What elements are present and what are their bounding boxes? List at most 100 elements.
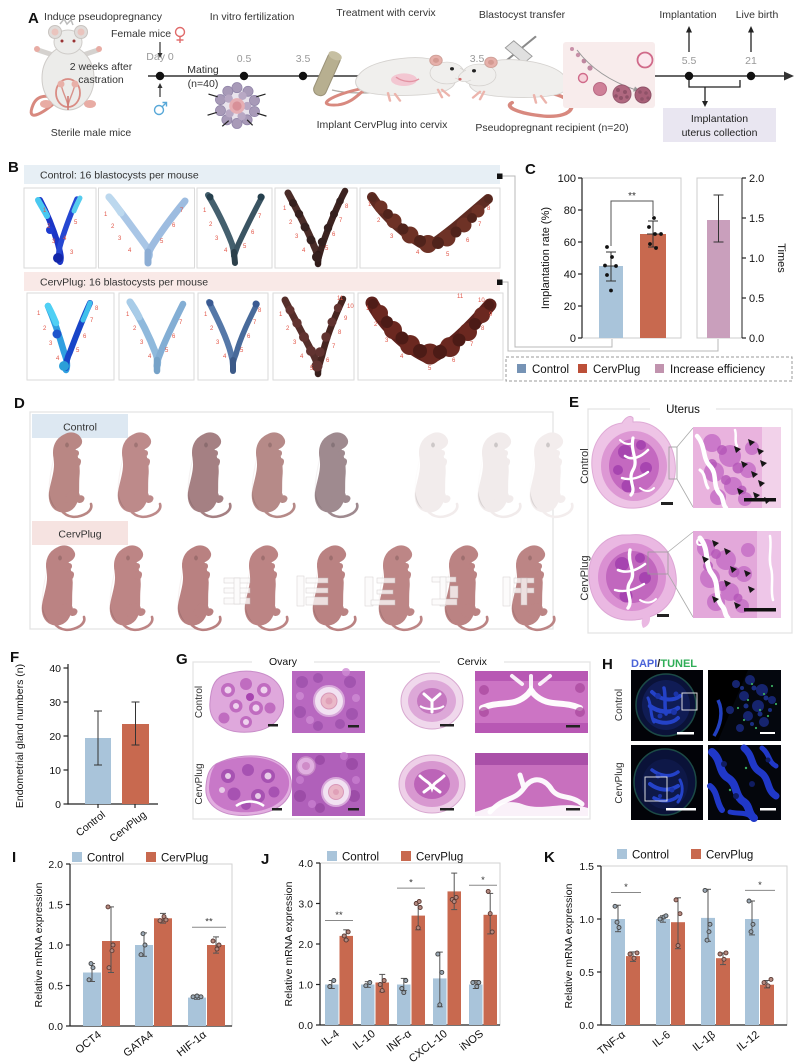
svg-text:A: A (28, 10, 39, 27)
svg-text:1: 1 (279, 312, 283, 318)
svg-text:4: 4 (224, 248, 228, 254)
svg-text:E: E (569, 394, 579, 411)
svg-text:uterus collection: uterus collection (682, 127, 758, 139)
svg-text:4.0: 4.0 (298, 858, 313, 870)
svg-text:8: 8 (95, 306, 99, 312)
svg-text:Control: Control (632, 850, 669, 862)
svg-text:1: 1 (368, 202, 372, 208)
svg-text:3: 3 (70, 250, 74, 256)
svg-text:2: 2 (133, 326, 137, 332)
svg-text:80: 80 (564, 205, 576, 217)
svg-text:CervPlug: CervPlug (58, 529, 101, 541)
svg-text:2 weeks after: 2 weeks after (70, 61, 133, 73)
svg-text:1: 1 (283, 206, 287, 212)
svg-text:0.5: 0.5 (579, 967, 594, 979)
svg-text:1: 1 (203, 208, 207, 214)
svg-text:Implant CervPlug into cervix: Implant CervPlug into cervix (317, 119, 448, 131)
svg-text:6: 6 (251, 230, 255, 236)
svg-text:CervPlug: CervPlug (614, 762, 625, 803)
svg-text:5: 5 (446, 252, 450, 258)
svg-text:Relative mRNA expression: Relative mRNA expression (563, 883, 575, 1008)
svg-text:2.0: 2.0 (749, 173, 764, 185)
svg-text:6: 6 (452, 358, 456, 364)
svg-text:0.0: 0.0 (48, 1021, 63, 1033)
svg-text:4: 4 (148, 354, 152, 360)
svg-text:5: 5 (74, 220, 78, 226)
svg-text:Control: Control (614, 689, 625, 721)
svg-text:castration: castration (78, 74, 124, 86)
svg-text:2: 2 (374, 322, 378, 328)
svg-text:Treatment with cervix: Treatment with cervix (336, 7, 436, 19)
svg-text:**: ** (335, 910, 343, 921)
svg-text:Times: Times (775, 243, 787, 273)
svg-text:J: J (261, 851, 269, 868)
svg-text:3.5: 3.5 (296, 53, 311, 65)
svg-text:5: 5 (160, 239, 164, 245)
svg-text:Relative mRNA expression: Relative mRNA expression (283, 881, 295, 1006)
svg-text:DAPI/TUNEL: DAPI/TUNEL (631, 658, 697, 670)
svg-text:5.5: 5.5 (682, 55, 697, 67)
svg-text:40: 40 (49, 663, 61, 675)
svg-text:3: 3 (49, 341, 53, 347)
svg-text:21: 21 (745, 55, 757, 67)
svg-text:Cervix: Cervix (457, 656, 488, 668)
svg-text:0.0: 0.0 (579, 1020, 594, 1032)
svg-text:G: G (176, 651, 188, 668)
svg-text:CervPlug: CervPlug (593, 364, 640, 376)
svg-text:B: B (8, 159, 19, 176)
svg-text:9: 9 (489, 312, 493, 318)
svg-text:3: 3 (140, 340, 144, 346)
svg-text:8: 8 (338, 330, 342, 336)
svg-text:Female mice: Female mice (111, 28, 171, 40)
svg-text:**: ** (628, 191, 636, 202)
svg-text:Control: Control (579, 448, 591, 483)
svg-text:*: * (481, 875, 485, 886)
svg-text:1: 1 (104, 212, 108, 218)
svg-text:Relative mRNA expression: Relative mRNA expression (33, 882, 45, 1007)
svg-text:2: 2 (47, 224, 51, 230)
svg-text:CervPlug: 16 blastocysts per m: CervPlug: 16 blastocysts per mouse (40, 277, 208, 289)
svg-text:1.5: 1.5 (48, 899, 63, 911)
svg-text:1: 1 (37, 311, 41, 317)
svg-text:0.5: 0.5 (749, 293, 764, 305)
svg-text:2: 2 (286, 326, 290, 332)
svg-text:0: 0 (570, 333, 576, 345)
svg-text:Sterile male mice: Sterile male mice (51, 127, 132, 139)
svg-text:Pseudopregnant recipient (n=20: Pseudopregnant recipient (n=20) (475, 122, 628, 134)
svg-text:4: 4 (416, 250, 420, 256)
svg-text:100: 100 (558, 173, 576, 185)
svg-text:*: * (624, 882, 628, 893)
svg-text:7: 7 (90, 318, 94, 324)
svg-text:Uterus: Uterus (666, 404, 700, 416)
svg-text:2.0: 2.0 (298, 939, 313, 951)
svg-text:7: 7 (478, 222, 482, 228)
svg-text:CervPlug: CervPlug (706, 850, 753, 862)
svg-text:2: 2 (210, 326, 214, 332)
svg-text:CervPlug: CervPlug (579, 555, 591, 600)
svg-text:2.0: 2.0 (48, 859, 63, 871)
svg-text:(n=40): (n=40) (188, 78, 219, 90)
svg-text:Control: Control (342, 852, 379, 864)
svg-text:7: 7 (179, 320, 183, 326)
svg-text:5: 5 (310, 366, 314, 372)
svg-text:4: 4 (128, 248, 132, 254)
svg-text:5: 5 (243, 244, 247, 250)
svg-text:7: 7 (180, 208, 184, 214)
svg-text:3: 3 (385, 338, 389, 344)
svg-text:4: 4 (223, 354, 227, 360)
svg-text:*: * (758, 880, 762, 891)
svg-text:2: 2 (43, 326, 47, 332)
svg-text:1: 1 (126, 312, 130, 318)
svg-text:60: 60 (564, 237, 576, 249)
svg-text:I: I (12, 849, 16, 866)
svg-text:10: 10 (478, 298, 485, 304)
svg-text:0.0: 0.0 (749, 333, 764, 345)
svg-text:30: 30 (49, 697, 61, 709)
svg-text:40: 40 (564, 269, 576, 281)
svg-text:7: 7 (253, 320, 257, 326)
svg-text:Control: Control (63, 422, 97, 434)
svg-text:10: 10 (49, 765, 61, 777)
svg-text:6: 6 (326, 358, 330, 364)
svg-text:Induce pseudopregnancy: Induce pseudopregnancy (44, 11, 163, 23)
svg-text:Implantation: Implantation (659, 9, 716, 21)
